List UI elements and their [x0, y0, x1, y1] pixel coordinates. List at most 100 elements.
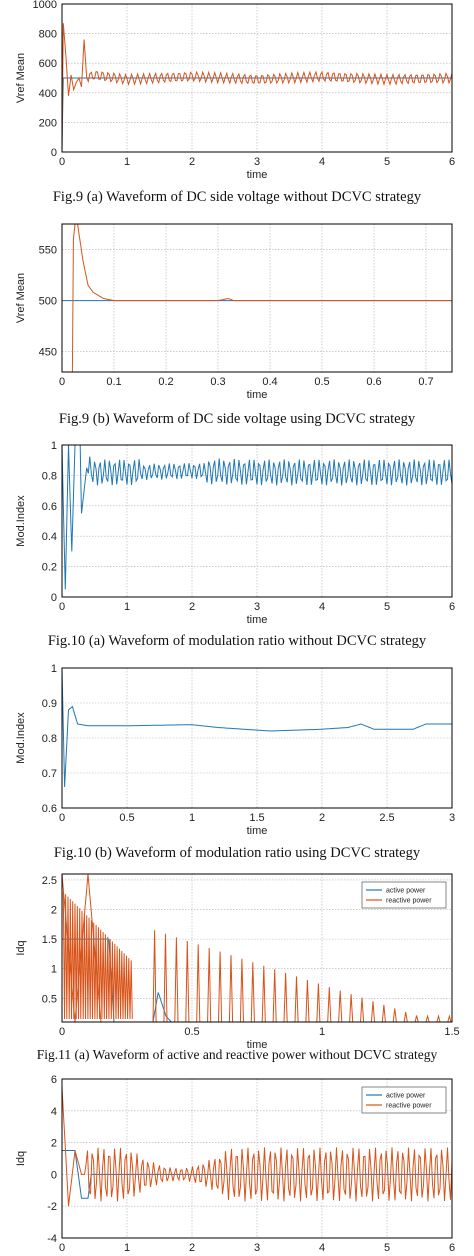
- y-tick-label: 0: [51, 147, 57, 159]
- x-tick-label: 0: [59, 601, 65, 613]
- y-tick-label: 2.5: [42, 875, 57, 887]
- x-tick-label: 0: [59, 1242, 65, 1254]
- x-tick-label: 1: [124, 601, 130, 613]
- series-line-blue: [62, 445, 452, 590]
- y-axis-label: Idq: [15, 940, 27, 955]
- x-axis-label: time: [247, 614, 268, 626]
- y-tick-label: 0.2: [42, 562, 57, 574]
- y-axis-label: Idq: [15, 1151, 27, 1166]
- legend-box: [361, 881, 447, 909]
- plot-area: [62, 445, 452, 590]
- plot-area: [62, 1086, 452, 1207]
- x-tick-label: 1: [124, 1242, 130, 1254]
- x-tick-label: 6: [449, 156, 455, 168]
- y-tick-label: 0: [51, 1169, 57, 1181]
- y-tick-label: -4: [47, 1233, 57, 1245]
- x-tick-label: 0.1: [106, 376, 121, 388]
- y-tick-label: 200: [39, 117, 57, 129]
- y-tick-label: 2: [51, 1138, 57, 1150]
- x-tick-label: 3: [254, 601, 260, 613]
- x-tick-label: 0: [59, 1026, 65, 1038]
- x-tick-label: 0: [59, 812, 65, 824]
- x-tick-label: 2: [189, 601, 195, 613]
- x-tick-label: 0.5: [314, 376, 329, 388]
- x-tick-label: 0.2: [158, 376, 173, 388]
- y-tick-label: 0.7: [42, 768, 57, 780]
- caption-fig9a: Fig.9 (a) Waveform of DC side voltage wi…: [52, 189, 422, 205]
- y-tick-label: 4: [51, 1106, 57, 1118]
- series-line-blue: [62, 77, 452, 152]
- y-tick-label: 1: [51, 440, 57, 452]
- x-tick-label: 2: [189, 1242, 195, 1254]
- axes-box: [61, 444, 453, 598]
- x-tick-label: 0: [59, 376, 65, 388]
- y-tick-label: 0.4: [42, 531, 57, 543]
- y-tick-label: 450: [39, 347, 57, 359]
- y-tick-label: 1: [51, 663, 57, 675]
- x-tick-label: 2: [319, 812, 325, 824]
- axes-box: [61, 3, 453, 153]
- y-tick-label: 550: [39, 245, 57, 257]
- x-tick-label: 0.3: [210, 376, 225, 388]
- axes-box: [61, 873, 453, 1023]
- legend-label: reactive power: [386, 1103, 432, 1110]
- y-tick-label: 400: [39, 88, 57, 100]
- axes-box: [61, 223, 453, 373]
- legend-box: [361, 1086, 447, 1114]
- x-axis-label: time: [247, 389, 268, 401]
- x-tick-label: 0.5: [119, 812, 134, 824]
- x-tick-label: 0: [59, 156, 65, 168]
- y-tick-label: 0.6: [42, 501, 57, 513]
- x-tick-label: 6: [449, 601, 455, 613]
- series-line-blue: [62, 668, 452, 788]
- reactive-power-spikes: [152, 930, 452, 1022]
- x-tick-label: 1.5: [444, 1026, 459, 1038]
- plot-area: [62, 668, 452, 788]
- legend-label: reactive power: [386, 898, 432, 905]
- y-tick-label: -2: [47, 1201, 57, 1213]
- x-tick-label: 4: [319, 156, 325, 168]
- y-tick-label: 1: [51, 964, 57, 976]
- x-tick-label: 0.6: [366, 376, 381, 388]
- x-tick-label: 5: [384, 1242, 390, 1254]
- chart-1: 0 0.1 0.2 0.3 0.4 0.5 0.6 0.7 450 500 550 time Vref …: [15, 223, 453, 401]
- y-tick-label: 6: [51, 1074, 57, 1086]
- x-tick-label: 2: [189, 156, 195, 168]
- y-axis-label: Mod.Index: [15, 495, 27, 547]
- x-tick-label: 1: [319, 1026, 325, 1038]
- x-axis-label: time: [247, 1039, 268, 1051]
- x-tick-label: 0.4: [262, 376, 277, 388]
- y-tick-label: 1000: [33, 0, 57, 11]
- x-tick-label: 4: [319, 1242, 325, 1254]
- series-line-orange: [62, 23, 452, 152]
- caption-fig9b: Fig.9 (b) Waveform of DC side voltage us…: [58, 411, 416, 427]
- chart-3: 0 0.5 1 1.5 2 2.5 3 0.6 0.7 0.8 0.9 1 time Mod.Index: [15, 663, 455, 837]
- y-tick-label: 0.9: [42, 698, 57, 710]
- y-tick-label: 600: [39, 58, 57, 70]
- x-tick-label: 4: [319, 601, 325, 613]
- y-tick-label: 1.5: [42, 934, 57, 946]
- y-tick-label: 500: [39, 296, 57, 308]
- x-axis-label: time: [247, 169, 268, 181]
- x-tick-label: 6: [449, 1242, 455, 1254]
- chart-2: 0 1 2 3 4 5 6 0 0.2 0.4 0.6 0.8 1 time Mod.Index: [15, 440, 455, 626]
- x-tick-label: 1: [124, 156, 130, 168]
- y-tick-label: 2: [51, 905, 57, 917]
- y-tick-label: 0: [51, 592, 57, 604]
- chart-0: 0 1 2 3 4 5 6 0 200 400 600 800 1000 time Vref Mean: [15, 0, 455, 181]
- y-tick-label: 0.8: [42, 470, 57, 482]
- series-line-reactive-power: [62, 1086, 452, 1207]
- caption-fig10a: Fig.10 (a) Waveform of modulation ratio …: [47, 633, 427, 649]
- y-tick-label: 0.5: [42, 993, 57, 1005]
- x-tick-label: 3: [449, 812, 455, 824]
- plot-area: [62, 874, 452, 1022]
- y-tick-label: 0.8: [42, 733, 57, 745]
- plot-area: [62, 224, 452, 372]
- x-tick-label: 3: [254, 156, 260, 168]
- axes-box: [61, 1078, 453, 1239]
- x-tick-label: 0.7: [418, 376, 433, 388]
- caption-fig11a: Fig.11 (a) Waveform of active and reacti…: [36, 1047, 438, 1062]
- chart-4: 0 0.5 1 1.5 0.5 1 1.5 2 2.5 time Idq active power re…: [15, 873, 460, 1051]
